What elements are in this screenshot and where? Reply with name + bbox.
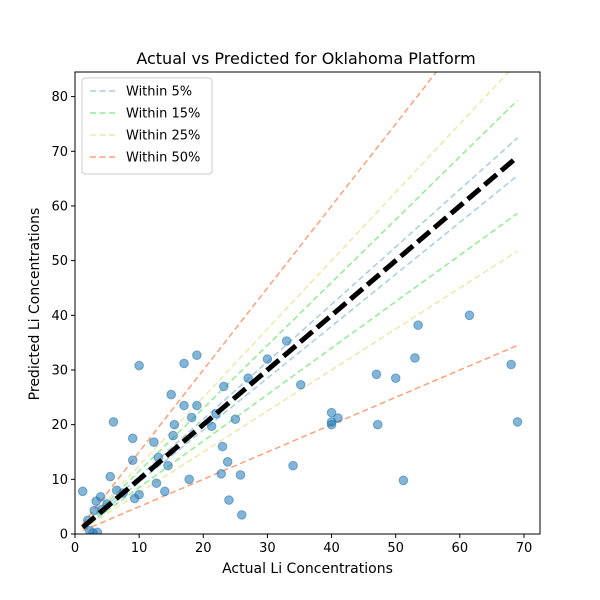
data-point	[236, 510, 247, 520]
data-point	[127, 455, 138, 465]
y-tick-label: 50	[51, 254, 68, 269]
data-point	[371, 369, 382, 380]
data-point	[134, 489, 144, 500]
y-axis-label: Predicted Li Concentrations	[27, 208, 43, 401]
data-point	[163, 460, 173, 471]
plot-area	[77, 72, 523, 534]
data-point	[179, 358, 189, 369]
data-point	[151, 478, 162, 488]
data-point	[235, 470, 246, 480]
data-point	[224, 495, 234, 505]
band-line-within-5--upper	[82, 137, 519, 528]
legend-label: Within 15%	[126, 107, 200, 122]
legend: Within 5% Within 15% Within 25% Within 50%	[81, 77, 213, 175]
data-point	[192, 400, 202, 411]
data-point	[108, 417, 119, 427]
data-point	[169, 419, 180, 430]
legend-box	[81, 77, 213, 175]
data-point	[184, 474, 194, 485]
y-tick-label: 40	[51, 309, 68, 324]
data-point	[506, 359, 516, 370]
data-point	[219, 381, 229, 392]
y-tick-label: 10	[51, 473, 68, 488]
data-point	[159, 486, 170, 497]
data-point	[192, 350, 202, 361]
data-point	[262, 354, 273, 364]
data-point	[92, 527, 103, 534]
data-point	[464, 310, 475, 321]
data-point	[288, 460, 298, 471]
data-point	[230, 414, 241, 424]
axes-frame	[74, 71, 541, 535]
band-line-within-50--lower	[82, 344, 518, 532]
band-line-within-50--upper	[82, 72, 438, 525]
data-point	[166, 389, 177, 400]
x-tick-label: 70	[516, 541, 533, 556]
data-point	[134, 360, 144, 371]
band-line-within-5--lower	[82, 175, 519, 529]
data-point	[390, 373, 401, 383]
data-point	[77, 486, 88, 497]
data-point	[413, 320, 423, 330]
identity-line	[81, 154, 520, 530]
y-tick-label: 70	[51, 145, 68, 160]
y-tick-label: 20	[51, 418, 68, 433]
x-tick-label: 10	[131, 541, 148, 556]
data-point	[186, 412, 197, 423]
data-point	[95, 492, 106, 502]
x-tick-label: 40	[323, 541, 340, 556]
y-tick-label: 0	[60, 528, 68, 543]
y-tick-label: 80	[51, 90, 68, 105]
data-point	[127, 433, 138, 444]
x-tick-label: 20	[195, 541, 212, 556]
x-axis-label: Actual Li Concentrations	[222, 561, 393, 577]
legend-label: Within 50%	[126, 151, 200, 166]
data-point	[410, 353, 420, 363]
data-point	[398, 475, 409, 486]
data-point	[512, 417, 523, 427]
data-point	[372, 419, 383, 430]
y-tick-label: 30	[51, 363, 68, 378]
data-point	[216, 469, 227, 479]
band-line-within-25--upper	[82, 72, 510, 527]
data-point	[326, 407, 337, 418]
band-line-within-15--lower	[82, 212, 518, 530]
data-point	[206, 421, 217, 432]
data-point	[281, 336, 292, 346]
legend-label: Within 5%	[126, 85, 192, 100]
data-point	[222, 457, 233, 467]
data-point	[217, 441, 228, 452]
data-point	[149, 437, 159, 447]
x-tick-label: 50	[387, 541, 404, 556]
data-point	[179, 400, 189, 411]
data-point	[243, 373, 253, 383]
data-point	[333, 413, 343, 423]
legend-label: Within 25%	[126, 129, 200, 144]
y-tick-label: 60	[51, 199, 68, 214]
data-point	[326, 419, 337, 430]
data-point	[89, 505, 100, 516]
chart-title: Actual vs Predicted for Oklahoma Platfor…	[136, 49, 475, 68]
data-point	[295, 379, 306, 390]
band-line-within-15--upper	[82, 99, 519, 527]
x-tick-label: 30	[259, 541, 276, 556]
x-tick-label: 0	[71, 541, 79, 556]
data-point	[168, 430, 178, 441]
axes: 0 10 20 30 40 50 60 70 0 10 20 30 40 50 60 70 80	[51, 71, 541, 556]
data-point	[105, 471, 116, 482]
x-tick-label: 60	[452, 541, 469, 556]
